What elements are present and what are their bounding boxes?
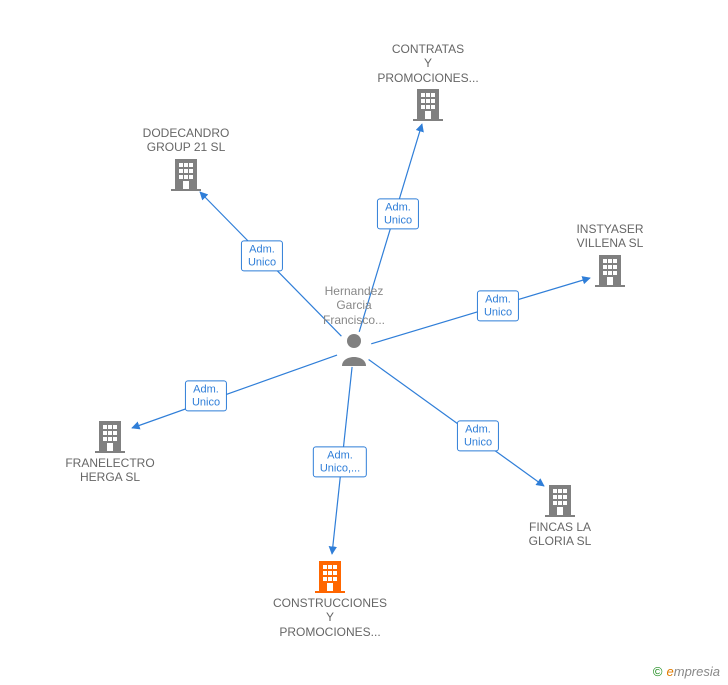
building-icon[interactable] — [315, 559, 345, 593]
node-label: CONSTRUCCIONES Y PROMOCIONES... — [273, 596, 387, 639]
edge-label: Adm. Unico — [185, 380, 227, 411]
copyright-symbol: © — [653, 664, 663, 679]
node-label: INSTYASER VILLENA SL — [576, 222, 643, 251]
edge-line — [132, 355, 337, 428]
node-label: CONTRATAS Y PROMOCIONES... — [377, 42, 478, 85]
edge-label: Adm. Unico — [457, 420, 499, 451]
watermark-brand-rest: mpresia — [674, 664, 720, 679]
node-label: DODECANDRO GROUP 21 SL — [143, 126, 230, 155]
edge-label: Adm. Unico — [377, 198, 419, 229]
edge-label: Adm. Unico — [477, 290, 519, 321]
edge-label: Adm. Unico,... — [313, 446, 367, 477]
building-icon[interactable] — [95, 419, 125, 453]
building-icon[interactable] — [413, 87, 443, 121]
building-icon[interactable] — [545, 483, 575, 517]
person-icon[interactable] — [339, 332, 369, 366]
node-label: FINCAS LA GLORIA SL — [529, 520, 592, 549]
watermark-brand-first: e — [667, 664, 674, 679]
node-label: FRANELECTRO HERGA SL — [65, 456, 154, 485]
watermark: © empresia — [653, 664, 720, 679]
building-icon[interactable] — [595, 253, 625, 287]
center-node-label: Hernandez Garcia Francisco... — [323, 284, 385, 327]
building-icon[interactable] — [171, 157, 201, 191]
edge-label: Adm. Unico — [241, 240, 283, 271]
